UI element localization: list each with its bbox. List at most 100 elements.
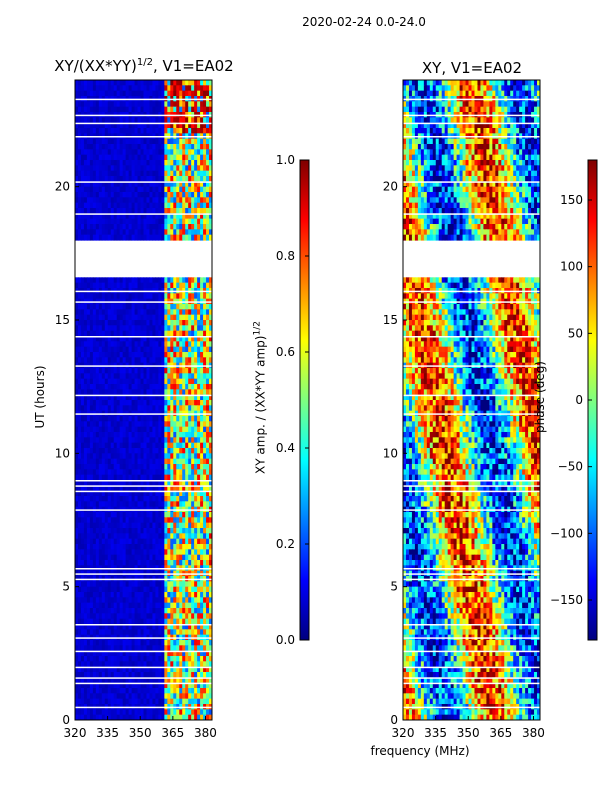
heatmap-cell <box>143 442 148 449</box>
heatmap-cell <box>110 208 115 214</box>
heatmap-cell <box>194 122 198 129</box>
heatmap-cell <box>134 666 139 673</box>
heatmap-cell <box>140 85 145 92</box>
heatmap-cell <box>125 181 130 188</box>
heatmap-cell <box>146 469 151 476</box>
heatmap-cell <box>185 592 189 598</box>
heatmap-cell <box>182 432 186 438</box>
heatmap-cell <box>137 165 142 172</box>
heatmap-cell <box>173 560 177 566</box>
heatmap-cell <box>146 629 151 636</box>
heatmap-cell <box>173 416 177 422</box>
heatmap-cell <box>137 368 142 374</box>
heatmap-cell <box>104 144 109 150</box>
heatmap-cell <box>98 437 103 444</box>
heatmap-cell <box>125 544 130 550</box>
heatmap-cell <box>206 464 210 470</box>
heatmap-cell <box>149 581 154 588</box>
heatmap-cell <box>83 693 88 700</box>
heatmap-cell <box>188 293 192 300</box>
heatmap-cell <box>83 474 88 481</box>
heatmap-cell <box>83 160 88 166</box>
heatmap-cell <box>203 384 207 390</box>
heatmap-cell <box>182 154 186 161</box>
heatmap-cell <box>203 304 207 310</box>
heatmap-cell <box>83 154 88 161</box>
heatmap-cell <box>104 352 109 358</box>
heatmap-cell <box>164 618 168 625</box>
heatmap-cell <box>95 512 100 518</box>
heatmap-cell <box>95 682 100 689</box>
heatmap-cell <box>170 90 174 97</box>
heatmap-cell <box>161 485 165 492</box>
heatmap-cell <box>197 277 201 284</box>
heatmap-cell <box>209 234 212 241</box>
heatmap-cell <box>155 154 159 161</box>
heatmap-cell <box>80 650 85 657</box>
heatmap-cell <box>77 613 82 620</box>
heatmap-cell <box>188 192 192 198</box>
heatmap-cell <box>86 496 91 502</box>
heatmap-cell <box>137 208 142 214</box>
heatmap-cell <box>98 528 103 534</box>
heatmap-cell <box>80 592 85 598</box>
heatmap-cell <box>95 128 100 134</box>
heatmap-cell <box>194 448 198 454</box>
heatmap-cell <box>203 282 207 289</box>
heatmap-cell <box>110 688 115 694</box>
heatmap-cell <box>194 90 198 97</box>
heatmap-cell <box>191 613 195 620</box>
heatmap-cell <box>185 437 189 444</box>
heatmap-cell <box>149 122 154 129</box>
heatmap-cell <box>137 629 142 636</box>
heatmap-cell <box>191 277 195 284</box>
heatmap-cell <box>75 618 79 625</box>
heatmap-cell <box>179 170 183 177</box>
heatmap-cell <box>209 586 212 593</box>
heatmap-cell <box>119 426 124 433</box>
heatmap-cell <box>95 304 100 310</box>
heatmap-cell <box>146 656 151 662</box>
heatmap-cell <box>110 373 115 380</box>
heatmap-cell <box>131 368 136 374</box>
heatmap-cell <box>119 533 124 540</box>
heatmap-cell <box>158 464 162 470</box>
heatmap-cell <box>152 138 157 145</box>
heatmap-cell <box>128 560 133 566</box>
heatmap-cell <box>75 213 79 220</box>
heatmap-cell <box>209 560 212 566</box>
heatmap-cell <box>110 442 115 449</box>
heatmap-cell <box>113 101 118 108</box>
heatmap-cell <box>83 602 88 609</box>
heatmap-cell <box>194 581 198 588</box>
heatmap-cell <box>194 645 198 652</box>
heatmap-cell <box>176 378 180 385</box>
heatmap-cell <box>197 330 201 337</box>
heatmap-cell <box>89 165 94 172</box>
heatmap-cell <box>98 554 103 561</box>
heatmap-cell <box>137 554 142 561</box>
heatmap-cell <box>164 224 168 230</box>
heatmap-cell <box>155 400 159 406</box>
heatmap-cell <box>200 234 204 241</box>
heatmap-cell <box>188 368 192 374</box>
heatmap-cell <box>125 560 130 566</box>
heatmap-cell <box>89 677 94 684</box>
heatmap-cell <box>119 522 124 529</box>
heatmap-cell <box>122 544 127 550</box>
heatmap-cell <box>104 160 109 166</box>
heatmap-cell <box>119 138 124 145</box>
heatmap-cell <box>104 186 109 193</box>
heatmap-cell <box>179 389 183 396</box>
heatmap-cell <box>206 480 210 486</box>
heatmap-cell <box>188 304 192 310</box>
heatmap-cell <box>113 357 118 364</box>
heatmap-cell <box>137 437 142 444</box>
heatmap-cell <box>146 405 151 412</box>
heatmap-cell <box>125 624 130 630</box>
heatmap-cell <box>194 656 198 662</box>
heatmap-cell <box>137 522 142 529</box>
heatmap-cell <box>80 117 85 124</box>
heatmap-cell <box>146 426 151 433</box>
heatmap-cell <box>92 586 97 593</box>
